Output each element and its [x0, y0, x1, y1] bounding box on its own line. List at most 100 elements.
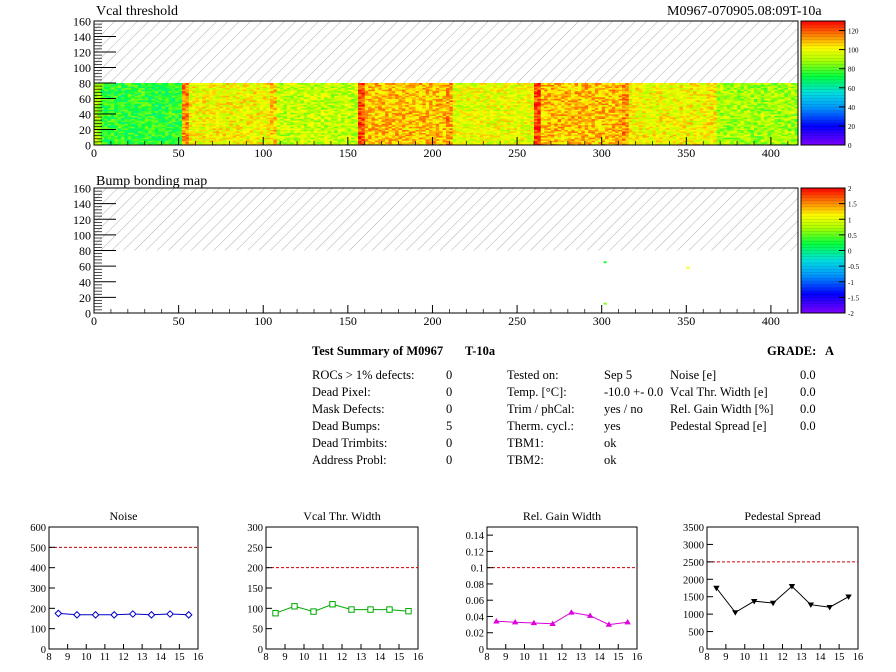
heatmap-cell [503, 129, 508, 132]
heatmap-cell [388, 132, 393, 135]
heatmap-cell [418, 98, 423, 101]
heatmap-cell [378, 107, 383, 110]
heatmap-cell [354, 87, 359, 90]
heatmap-cell [479, 128, 484, 130]
heatmap-cell [388, 129, 393, 132]
heatmap-cell [314, 92, 318, 95]
heatmap-cell [215, 86, 220, 89]
heatmap-cell [165, 120, 169, 123]
heatmap-cell [462, 131, 467, 134]
heatmap-cell [297, 109, 301, 112]
heatmap-cell [134, 96, 139, 99]
heatmap-cell [100, 106, 105, 109]
heatmap-cell [466, 120, 471, 123]
heatmap-cell [121, 100, 125, 103]
heatmap-cell [466, 143, 471, 146]
heatmap-cell [469, 109, 474, 112]
heatmap-cell [127, 123, 132, 126]
heatmap-cell [229, 101, 234, 104]
heatmap-cell [131, 118, 135, 121]
heatmap-cell [239, 112, 244, 115]
heatmap-cell [131, 90, 135, 93]
heatmap-cell [192, 123, 196, 126]
heatmap-cell [351, 90, 355, 93]
heatmap-cell [195, 87, 200, 90]
heatmap-cell [449, 83, 454, 85]
heatmap-cell [456, 126, 460, 129]
heatmap-cell [412, 128, 416, 130]
heatmap-cell [469, 106, 474, 109]
heatmap-cell [402, 101, 406, 104]
heatmap-cell [121, 114, 125, 116]
heatmap-cell [412, 90, 416, 93]
heatmap-cell [388, 104, 393, 107]
heatmap-cell [402, 83, 406, 85]
heatmap-cell [154, 93, 159, 96]
heatmap-cell [473, 86, 477, 89]
heatmap-cell [479, 141, 484, 144]
heatmap-cell [364, 107, 369, 110]
heatmap-cell [473, 104, 477, 107]
heatmap-cell [503, 104, 508, 107]
heatmap-cell [429, 126, 433, 129]
heatmap-cell [263, 137, 267, 140]
heatmap-cell [496, 114, 501, 116]
heatmap-cell [466, 128, 471, 130]
heatmap-cell [300, 107, 305, 110]
heatmap-cell [442, 112, 447, 115]
heatmap-cell [374, 89, 379, 92]
heatmap-cell [358, 95, 362, 98]
heatmap-cell [351, 123, 355, 126]
heatmap-cell [412, 86, 416, 89]
heatmap-cell [226, 124, 230, 127]
heatmap-cell [462, 104, 467, 107]
heatmap-cell [496, 104, 501, 107]
heatmap-cell [368, 92, 372, 95]
heatmap-cell [219, 120, 223, 123]
heatmap-cell [358, 92, 362, 95]
heatmap-cell [351, 138, 355, 141]
heatmap-cell [107, 96, 112, 99]
heatmap-cell [385, 109, 389, 112]
heatmap-cell [134, 110, 139, 113]
heatmap-cell [466, 115, 471, 118]
heatmap-cell [506, 126, 511, 129]
heatmap-cell [283, 106, 288, 109]
heatmap-cell [422, 140, 427, 143]
heatmap-cell [195, 124, 200, 127]
heatmap-cell [452, 104, 457, 107]
heatmap-cell [110, 87, 115, 90]
heatmap-cell [168, 134, 173, 137]
heatmap-cell [253, 90, 257, 93]
heatmap-cell [195, 110, 200, 113]
heatmap-cell [364, 115, 369, 118]
heatmap-cell [446, 107, 450, 110]
heatmap-cell [412, 132, 416, 135]
heatmap-cell [104, 128, 108, 130]
heatmap-cell [493, 126, 498, 129]
heatmap-cell [246, 93, 251, 96]
heatmap-cell [368, 131, 372, 134]
heatmap-cell [297, 131, 301, 134]
heatmap-cell [466, 96, 471, 99]
heatmap-cell [503, 84, 508, 87]
heatmap-cell [222, 92, 227, 95]
heatmap-cell [449, 107, 454, 110]
heatmap-cell [263, 129, 267, 132]
heatmap-cell [97, 143, 102, 146]
heatmap-cell [486, 86, 491, 89]
heatmap-cell [476, 118, 481, 121]
heatmap-cell [290, 118, 295, 121]
heatmap-cell [97, 89, 102, 92]
heatmap-cell [185, 123, 190, 126]
heatmap-cell [205, 117, 210, 120]
heatmap-cell [483, 131, 487, 134]
heatmap-cell [351, 107, 355, 110]
heatmap-cell [446, 100, 450, 103]
heatmap-cell [446, 86, 450, 89]
heatmap-cell [117, 123, 122, 126]
heatmap-cell [303, 86, 308, 89]
heatmap-cell [405, 114, 410, 116]
heatmap-cell [185, 141, 190, 144]
heatmap-cell [391, 86, 396, 89]
